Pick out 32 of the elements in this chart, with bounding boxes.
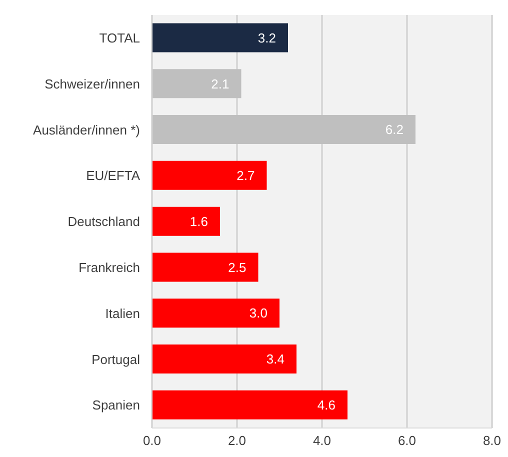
data-label: 2.1 xyxy=(211,76,230,92)
y-tick-label: Frankreich xyxy=(78,260,140,276)
data-label: 3.4 xyxy=(266,352,284,367)
y-tick-label: Italien xyxy=(105,306,140,321)
bar xyxy=(152,390,348,420)
bar xyxy=(152,344,296,374)
x-tick-label: 8.0 xyxy=(482,433,502,448)
x-tick-label: 4.0 xyxy=(312,433,332,448)
bar xyxy=(152,298,280,328)
bar xyxy=(152,206,220,236)
y-tick-label: EU/EFTA xyxy=(86,168,140,184)
x-tick-label: 0.0 xyxy=(142,433,162,448)
bar xyxy=(152,69,242,98)
y-tick-label: Ausländer/innen *) xyxy=(33,122,140,138)
bar xyxy=(152,115,416,144)
data-label: 4.6 xyxy=(317,397,336,412)
y-tick-label: Portugal xyxy=(92,352,140,367)
data-label: 3.2 xyxy=(258,30,276,46)
data-label: 1.6 xyxy=(190,214,208,229)
y-tick-label: TOTAL xyxy=(99,30,140,46)
data-label: 6.2 xyxy=(385,122,404,138)
x-tick-label: 6.0 xyxy=(398,433,416,448)
x-tick-label: 2.0 xyxy=(228,433,246,448)
y-tick-label: Spanien xyxy=(92,398,140,413)
y-tick-label: Deutschland xyxy=(68,214,140,230)
y-tick-label: Schweizer/innen xyxy=(44,76,140,92)
data-label: 2.7 xyxy=(236,168,255,184)
bar xyxy=(152,160,267,190)
bar xyxy=(152,252,258,282)
data-label: 3.0 xyxy=(249,306,268,321)
data-label: 2.5 xyxy=(228,260,246,275)
bar xyxy=(152,23,288,52)
